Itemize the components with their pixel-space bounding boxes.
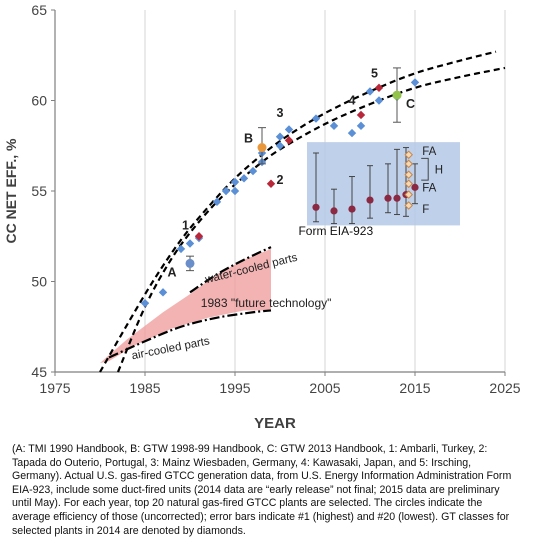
eia-point [366, 196, 374, 204]
handbook-point [257, 143, 267, 153]
gt-class-diamond [404, 170, 414, 180]
data-point-red-diamond [374, 83, 384, 93]
data-point-diamond [410, 78, 420, 87]
data-point-diamond [239, 174, 249, 183]
x-tick-label: 1985 [129, 380, 160, 396]
gt-class-diamond [404, 150, 414, 160]
caption-line: until May). For each year, top 20 natura… [12, 497, 483, 510]
x-tick-label: 2005 [309, 380, 340, 396]
gt-class-label: F [422, 204, 429, 216]
caption-line: EIA-923, include some duct-fired units (… [12, 483, 500, 496]
point-annotation: 2 [277, 173, 284, 187]
eia-point [348, 205, 356, 213]
data-point-diamond [185, 239, 195, 248]
caption-line: (A: TMI 1990 Handbook, B: GTW 1998-99 Ha… [12, 443, 488, 455]
data-point-red-diamond [284, 136, 294, 145]
data-point-diamond [275, 132, 285, 141]
y-tick-label: 60 [31, 93, 47, 109]
point-annotation: 1 [182, 218, 189, 232]
data-point-diamond [230, 186, 240, 196]
gt-class-diamond [404, 179, 414, 189]
eia-point [393, 194, 401, 202]
x-tick-label: 2025 [489, 380, 520, 396]
caption-line: Germany). Actual U.S. gas-fired GTCC gen… [12, 470, 512, 483]
x-tick-label: 2015 [399, 380, 430, 396]
point-annotation: 4 [349, 94, 356, 108]
y-tick-label: 45 [31, 364, 47, 380]
water-cooled-line [189, 246, 272, 294]
y-tick-label: 55 [31, 183, 47, 199]
eia-label: Form EIA-923 [298, 224, 373, 238]
point-annotation: B [244, 132, 253, 146]
data-point-red-diamond [356, 110, 366, 120]
x-axis-title: YEAR [254, 415, 296, 432]
point-annotation: 5 [371, 66, 378, 80]
eia-point [312, 203, 320, 211]
gt-class-diamond [404, 190, 414, 199]
data-point-diamond [176, 244, 186, 254]
caption-line: Tapada do Outerio, Portugal, 3: Mainz Wi… [12, 456, 472, 469]
data-point-diamond [230, 177, 240, 187]
chart-plot: 1975 1985 1995 2005 2015 20254550556065YEARCC… [3, 2, 521, 432]
caption-line: selected plants in 2014 are denoted by d… [12, 524, 246, 537]
future-technology-band [100, 248, 271, 363]
data-point-diamond [365, 87, 375, 96]
figure-caption: (A: TMI 1990 Handbook, B: GTW 1998-99 Ha… [12, 443, 524, 538]
point-annotation: C [406, 97, 415, 111]
data-point-diamond [212, 197, 222, 207]
h-class-bracket [421, 157, 429, 181]
y-tick-label: 65 [31, 2, 47, 18]
y-axis-title: CC NET EFF., % [3, 138, 19, 244]
data-point-diamond [248, 166, 258, 176]
data-point-diamond [356, 121, 366, 131]
caption-line: average efficiency of those (uncorrected… [12, 510, 510, 523]
eia-point [384, 194, 392, 202]
data-point-diamond [221, 186, 231, 196]
gt-class-diamond [404, 201, 414, 210]
eia-923-box [307, 142, 460, 226]
data-point-red-diamond [266, 179, 276, 188]
chart-svg: 1975 1985 1995 2005 2015 20254550556065YEARCC… [3, 2, 521, 432]
future-technology-label: 1983 "future technology" [201, 296, 332, 310]
data-point-diamond [284, 125, 294, 134]
eia-point [411, 183, 419, 191]
data-point-diamond [158, 288, 168, 297]
data-point-diamond [140, 299, 150, 308]
gt-class-label: H [435, 164, 443, 176]
air-cooled-line [108, 309, 272, 359]
y-tick-label: 50 [31, 274, 47, 290]
data-point-diamond [347, 128, 357, 138]
handbook-point [392, 90, 402, 100]
data-point-diamond [329, 121, 339, 131]
data-point-diamond [275, 141, 285, 150]
point-annotation: A [167, 265, 176, 279]
x-tick-label: 1995 [219, 380, 250, 396]
eia-point [330, 207, 338, 215]
point-annotation: 3 [277, 106, 284, 120]
data-point-red-diamond [194, 232, 204, 241]
data-point-diamond [374, 96, 384, 105]
gt-class-label: FA [422, 146, 436, 158]
x-tick-label: 1975 [39, 380, 70, 396]
handbook-point [185, 258, 195, 268]
data-point-diamond [311, 114, 321, 123]
gt-class-diamond [404, 159, 414, 169]
gt-class-label: FA [422, 182, 436, 194]
